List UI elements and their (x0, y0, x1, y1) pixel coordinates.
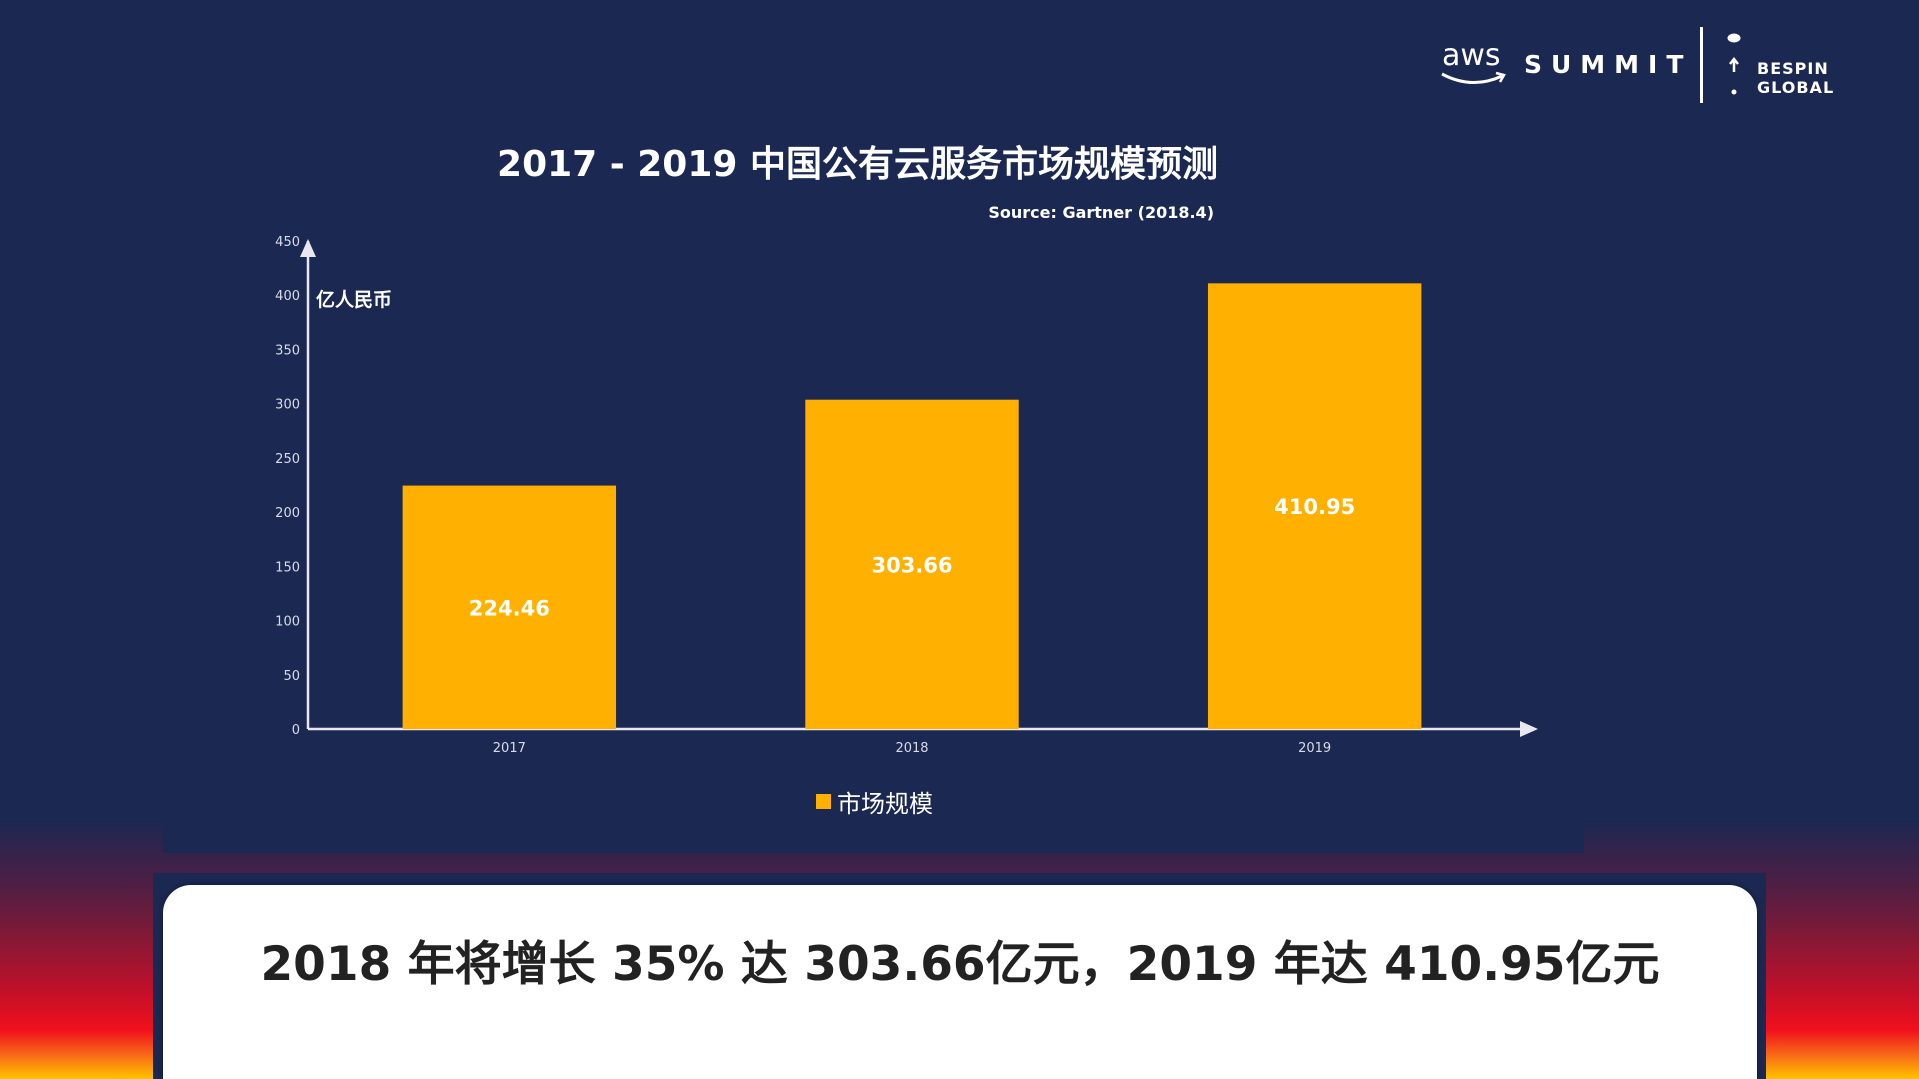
y-tick-label: 400 (275, 289, 300, 304)
aws-smile-icon (1441, 71, 1506, 85)
data-label: 224.46 (469, 596, 550, 620)
y-tick-label: 0 (292, 723, 300, 738)
summary-text: 2018 年将增长 35% 达 303.66亿元，2019 年达 410.95亿… (260, 937, 1660, 992)
chart-source: Source: Gartner (2018.4) (988, 203, 1214, 222)
y-tick-label: 350 (275, 343, 300, 358)
y-tick-label: 300 (275, 398, 300, 413)
chart-title: 2017 - 2019 中国公有云服务市场规模预测 (497, 144, 1218, 185)
summit-label: SUMMIT (1524, 50, 1693, 79)
y-axis-label: 亿人民币 (316, 288, 392, 311)
bespin-cloud-arrow-icon (1727, 33, 1741, 95)
y-axis-arrow (300, 239, 316, 257)
logo-divider (1700, 27, 1703, 103)
bar-2017 (402, 485, 617, 729)
x-tick-label: 2019 (1298, 741, 1331, 756)
x-tick-label: 2017 (493, 741, 526, 756)
legend-label: 市场规模 (837, 790, 933, 818)
y-tick-label: 200 (275, 506, 300, 521)
y-tick-label: 450 (275, 235, 300, 250)
y-tick-label: 250 (275, 452, 300, 467)
y-tick-label: 100 (275, 615, 300, 630)
y-tick-label: 150 (275, 560, 300, 575)
aws-logo: aws (1442, 38, 1501, 73)
bespin-global-label: BESPIN GLOBAL (1757, 59, 1835, 97)
legend-swatch (816, 794, 831, 809)
summary-card: 2018 年将增长 35% 达 303.66亿元，2019 年达 410.95亿… (163, 885, 1757, 1079)
chart-legend: 市场规模 (816, 784, 933, 819)
x-tick-label: 2018 (895, 741, 928, 756)
y-tick-label: 50 (283, 669, 300, 684)
bar-2018 (805, 399, 1019, 729)
x-axis-arrow (1520, 721, 1538, 737)
data-label: 303.66 (871, 553, 952, 577)
bar-2019 (1207, 283, 1422, 729)
bar-chart: 0 50 100 150 200 250 300 350 400 450 亿人民币 224.46 201… (275, 235, 1538, 756)
data-label: 410.95 (1274, 495, 1355, 519)
